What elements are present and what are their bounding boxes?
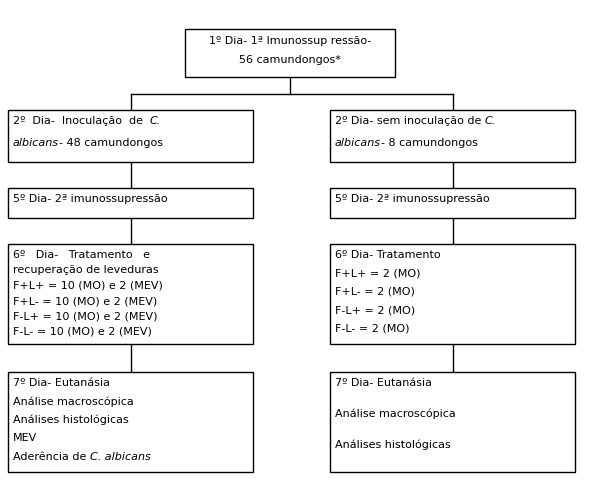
Text: F-L- = 2 (MO): F-L- = 2 (MO) [335,323,409,334]
Text: 2º Dia- sem inoculação de: 2º Dia- sem inoculação de [335,116,485,126]
Text: C.: C. [150,116,161,126]
Text: albicans: albicans [335,138,381,148]
Text: albicans: albicans [13,138,59,148]
Text: 1º Dia- 1ª Imunossup ressão-: 1º Dia- 1ª Imunossup ressão- [209,36,371,46]
Text: 2º  Dia-  Inoculação  de: 2º Dia- Inoculação de [13,116,150,126]
Text: F+L- = 2 (MO): F+L- = 2 (MO) [335,287,415,297]
Bar [185,29,395,77]
Text: 5º Dia- 2ª imunossupressão: 5º Dia- 2ª imunossupressão [335,194,489,204]
Text: MEV: MEV [13,433,37,443]
Bar [8,372,253,472]
Text: 6º Dia- Tratamento: 6º Dia- Tratamento [335,250,441,260]
Text: Análise macroscópica: Análise macroscópica [13,396,134,407]
Text: Aderência de: Aderência de [13,452,90,462]
Bar [8,244,253,344]
Text: Análises histológicas: Análises histológicas [13,415,129,425]
Text: F-L+ = 10 (MO) e 2 (MEV): F-L+ = 10 (MO) e 2 (MEV) [13,311,157,321]
Text: C.: C. [485,116,496,126]
Text: - 48 camundongos: - 48 camundongos [59,138,163,148]
Text: F+L+ = 2 (MO): F+L+ = 2 (MO) [335,268,421,279]
Text: C. albicans: C. albicans [90,452,151,462]
Bar [330,110,575,162]
Text: recuperação de leveduras: recuperação de leveduras [13,265,158,275]
Bar [8,110,253,162]
Bar [8,188,253,218]
Text: F-L+ = 2 (MO): F-L+ = 2 (MO) [335,305,415,315]
Text: - 8 camundongos: - 8 camundongos [381,138,478,148]
Bar [330,372,575,472]
Bar [330,188,575,218]
Text: Análise macroscópica: Análise macroscópica [335,409,456,419]
Text: 7º Dia- Eutanásia: 7º Dia- Eutanásia [13,378,110,388]
Text: 6º   Dia-   Tratamento   e: 6º Dia- Tratamento e [13,250,150,260]
Text: F-L- = 10 (MO) e 2 (MEV): F-L- = 10 (MO) e 2 (MEV) [13,327,152,336]
Text: F+L+ = 10 (MO) e 2 (MEV): F+L+ = 10 (MO) e 2 (MEV) [13,281,163,291]
Bar [330,244,575,344]
Text: 56 camundongos*: 56 camundongos* [239,55,341,65]
Text: 7º Dia- Eutanásia: 7º Dia- Eutanásia [335,378,432,388]
Text: 5º Dia- 2ª imunossupressão: 5º Dia- 2ª imunossupressão [13,194,168,204]
Text: F+L- = 10 (MO) e 2 (MEV): F+L- = 10 (MO) e 2 (MEV) [13,296,157,306]
Text: Análises histológicas: Análises histológicas [335,439,451,450]
